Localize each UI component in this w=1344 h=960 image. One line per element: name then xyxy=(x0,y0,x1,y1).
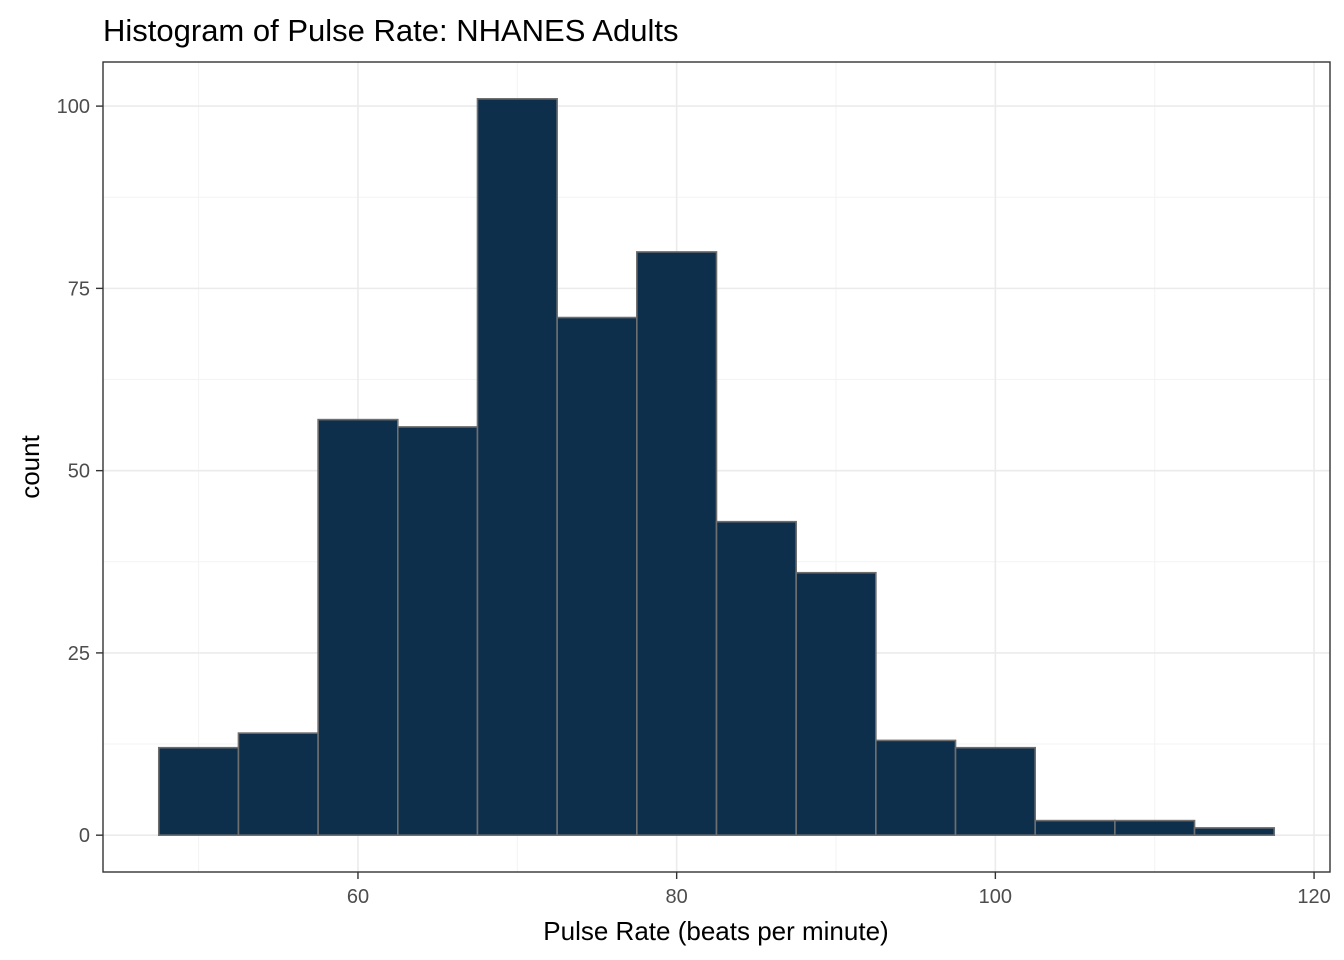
y-tick-label: 0 xyxy=(79,825,90,847)
plot-panel-border xyxy=(102,61,1331,873)
y-tick-label: 25 xyxy=(68,643,90,665)
x-axis-ticks: 60 80 100 120 xyxy=(347,872,1331,908)
y-tick-label: 50 xyxy=(68,461,90,483)
histogram-bar xyxy=(556,316,638,836)
y-axis-ticks: 0 25 50 75 100 xyxy=(57,96,103,847)
y-axis-title: count xyxy=(15,434,45,498)
histogram-bar xyxy=(476,98,558,836)
y-tick-label: 75 xyxy=(68,278,90,300)
x-axis-title: Pulse Rate (beats per minute) xyxy=(543,916,888,946)
histogram-bar xyxy=(795,571,877,836)
y-tick-label: 100 xyxy=(57,96,90,118)
histogram-bar xyxy=(1193,827,1276,836)
histogram-bar xyxy=(1034,819,1116,836)
x-tick-label: 120 xyxy=(1297,886,1330,908)
x-tick-label: 100 xyxy=(979,886,1012,908)
x-tick-label: 60 xyxy=(347,886,369,908)
histogram-bar xyxy=(396,426,479,836)
histogram-bar xyxy=(636,251,718,836)
histogram-bar xyxy=(237,732,319,836)
histogram-bar xyxy=(715,520,797,836)
x-tick-label: 80 xyxy=(666,886,688,908)
histogram-bar xyxy=(954,746,1037,836)
histogram-bar xyxy=(157,746,240,836)
histogram-bar xyxy=(1114,819,1196,836)
histogram-bar xyxy=(875,739,957,836)
chart-title: Histogram of Pulse Rate: NHANES Adults xyxy=(103,13,678,48)
histogram-bar xyxy=(317,418,399,836)
histogram-bars xyxy=(157,98,1276,836)
